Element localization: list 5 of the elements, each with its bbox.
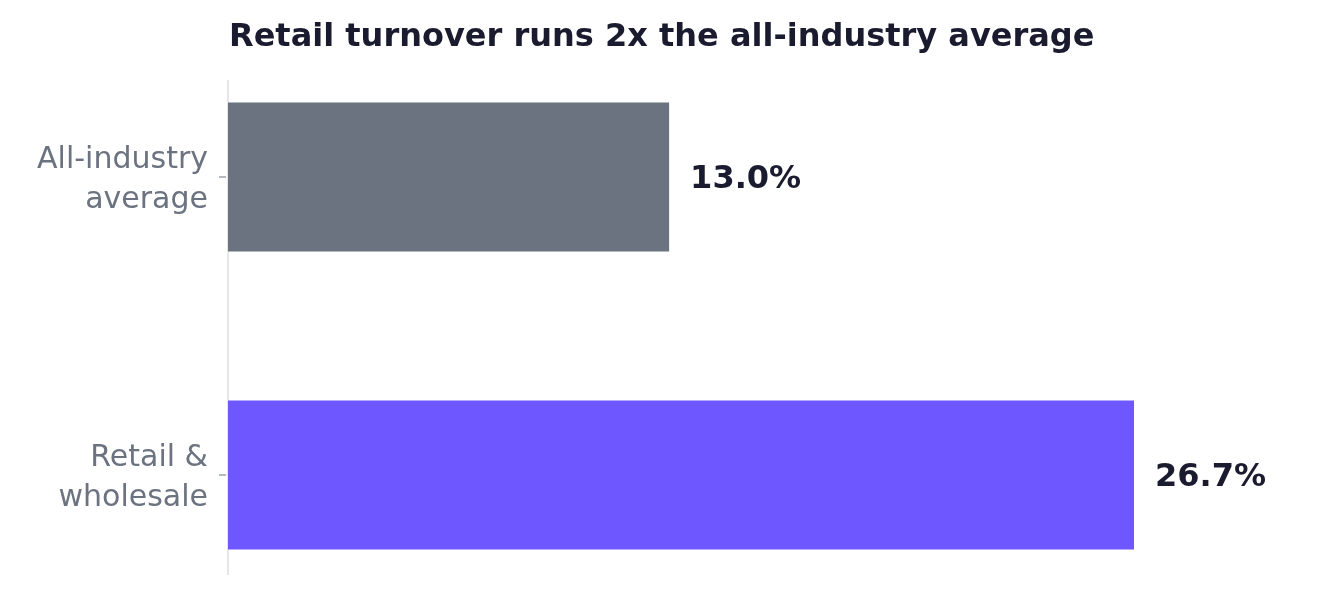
chart-title: Retail turnover runs 2x the all-industry average [229, 16, 1095, 54]
data-label: 26.7% [1155, 456, 1267, 495]
data-label: 13.0% [690, 158, 802, 197]
y-tick-label: Retail & wholesale [58, 437, 208, 513]
y-tick-label: All-industry average [37, 139, 208, 215]
